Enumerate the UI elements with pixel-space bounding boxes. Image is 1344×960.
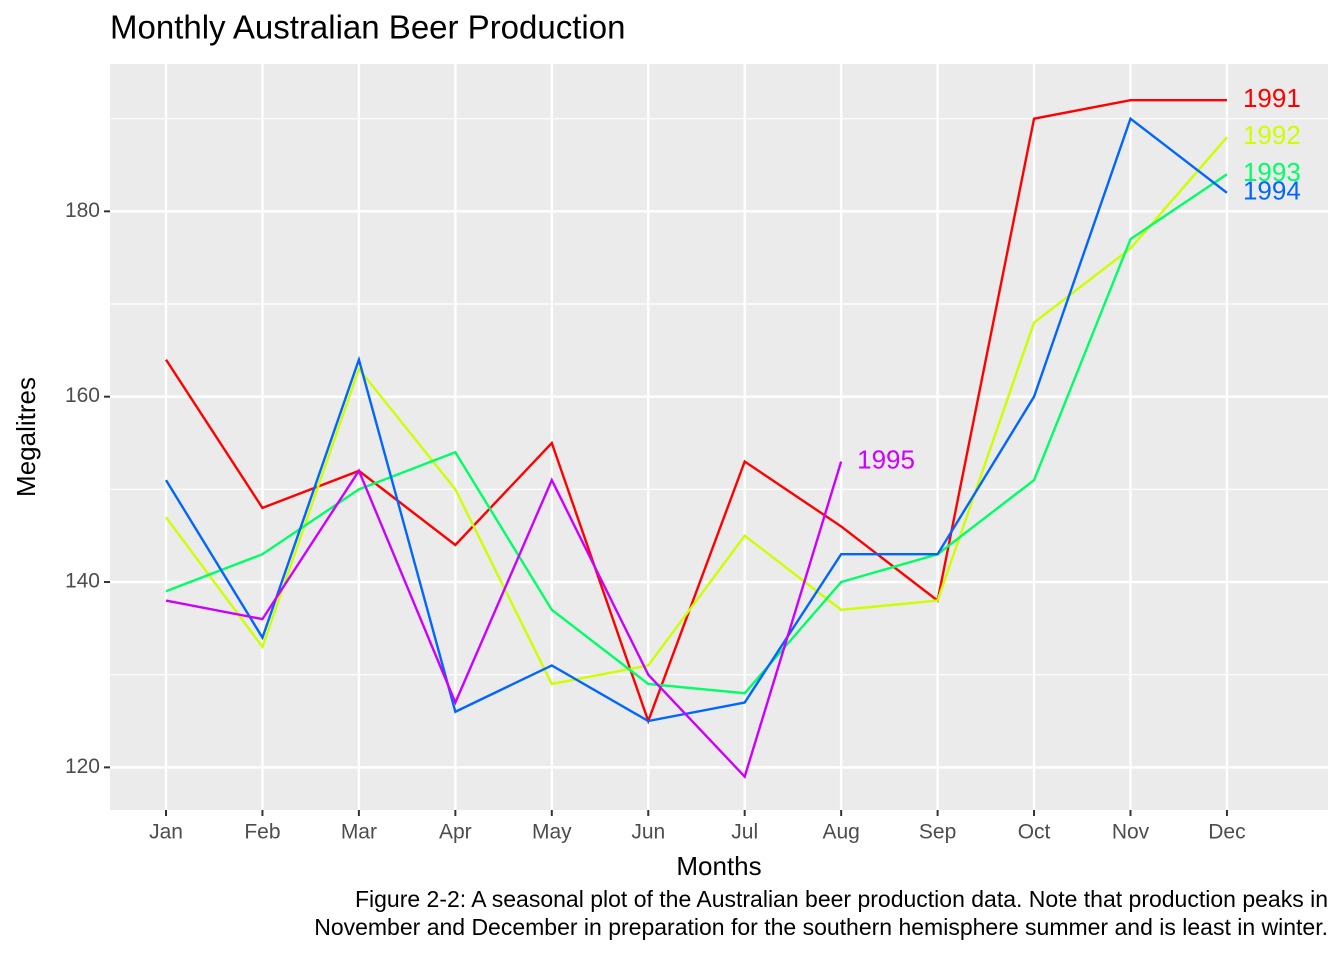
- series-label: 1994: [1243, 176, 1301, 206]
- x-tick-label: Feb: [244, 821, 280, 844]
- y-axis-label: Megalitres: [11, 377, 41, 497]
- series-label: 1991: [1243, 83, 1301, 113]
- y-tick-label: 120: [65, 755, 100, 778]
- x-tick-label: Dec: [1208, 821, 1245, 844]
- series-label: 1992: [1243, 120, 1301, 150]
- x-tick-label: Aug: [822, 821, 859, 844]
- x-tick-label: Nov: [1112, 821, 1150, 844]
- x-tick-label: Apr: [439, 821, 472, 844]
- series-line: [165, 173, 1228, 695]
- caption: November and December in preparation for…: [314, 914, 1328, 940]
- x-tick-label: Jul: [731, 821, 758, 844]
- x-tick-label: Jun: [631, 821, 665, 844]
- series-label: 1993: [1243, 157, 1301, 187]
- x-tick-label: Jan: [149, 821, 183, 844]
- series-line: [165, 461, 843, 779]
- y-tick-label: 180: [65, 199, 100, 222]
- panel: [110, 64, 1328, 810]
- series-line: [165, 136, 1228, 686]
- x-tick-label: Mar: [341, 821, 377, 844]
- chart-title: Monthly Australian Beer Production: [110, 9, 625, 46]
- x-tick-label: Sep: [919, 821, 956, 844]
- y-tick-label: 160: [65, 384, 100, 407]
- caption: Figure 2-2: A seasonal plot of the Austr…: [355, 886, 1328, 912]
- x-tick-label: May: [532, 821, 572, 844]
- series-label: 1995: [857, 444, 915, 474]
- series-line: [164, 116, 1228, 723]
- x-axis-label: Months: [676, 851, 761, 881]
- x-tick-label: Oct: [1018, 821, 1051, 844]
- series-line: [164, 98, 1227, 725]
- y-tick-label: 140: [65, 570, 100, 593]
